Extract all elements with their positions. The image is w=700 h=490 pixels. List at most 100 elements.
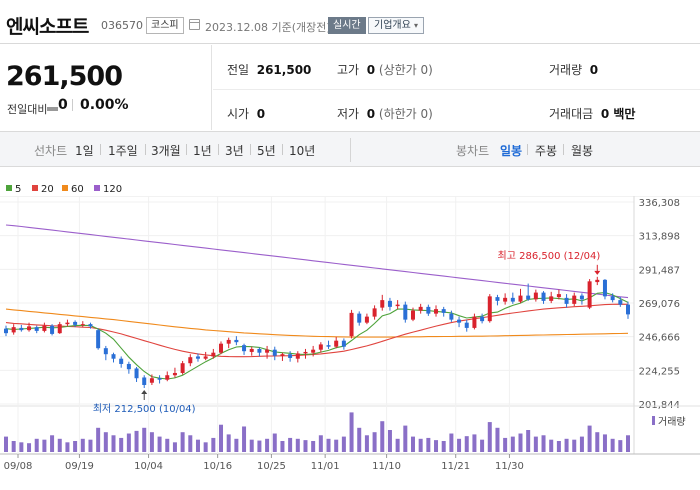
candle-body — [472, 316, 477, 328]
candle-body — [549, 296, 554, 301]
volume-bar — [280, 441, 285, 452]
volume-bar — [34, 438, 39, 452]
candle-body — [403, 304, 408, 320]
volume-bar — [434, 440, 439, 452]
stat-prev: 전일 261,500 — [227, 61, 311, 78]
stat-volume-value: 0 — [589, 63, 599, 77]
volume-bar — [111, 435, 116, 452]
candle-body — [526, 295, 531, 300]
stat-high-value: 0 — [366, 63, 376, 77]
tab-daily-candle[interactable]: 일봉 — [500, 144, 523, 158]
candle-body — [495, 297, 500, 301]
volume-bar — [457, 438, 462, 452]
legend-ma60: 60 — [62, 184, 84, 195]
candle-body — [541, 292, 546, 301]
company-overview-dropdown[interactable]: 기업개요 ▾ — [368, 17, 425, 34]
legend-ma20: 20 — [32, 184, 54, 195]
tab-separator — [563, 144, 564, 155]
volume-bar — [349, 412, 354, 452]
change-percent: 0.00% — [80, 97, 129, 113]
candle-body — [487, 296, 492, 322]
volume-bar — [203, 442, 208, 452]
candle-body — [610, 296, 615, 301]
volume-legend-swatch — [652, 416, 655, 425]
low-annotation: 최저 212,500 (10/04) — [93, 403, 196, 415]
candle-body — [126, 363, 131, 370]
volume-bar — [249, 439, 254, 452]
legend-label: 20 — [41, 184, 54, 195]
volume-bar — [57, 438, 62, 452]
volume-bar — [387, 430, 392, 452]
y-tick-label: 291,487 — [639, 265, 680, 276]
candle-body — [457, 319, 462, 323]
candle-body — [434, 309, 439, 314]
candle-body — [533, 292, 538, 300]
line-chart-title: 선차트 — [34, 144, 68, 158]
tab-1week[interactable]: 1주일 — [108, 144, 138, 158]
candlestick-chart[interactable]: 336,308 313,898 291,487 269,076 246,666 224,2… — [0, 196, 700, 490]
volume-bar — [403, 425, 408, 452]
stat-lower-limit: (하한가 0) — [378, 107, 433, 121]
candle-body — [272, 349, 277, 356]
candle-body — [626, 304, 630, 315]
candle-body — [149, 378, 154, 383]
volume-bar — [195, 439, 200, 452]
tab-separator — [218, 144, 219, 155]
volume-bar — [572, 439, 577, 452]
candle-body — [464, 322, 469, 328]
tab-3month[interactable]: 3개월 — [151, 144, 181, 158]
candle-body — [418, 306, 423, 311]
legend-label: 5 — [15, 184, 22, 195]
candle-body — [211, 352, 216, 357]
high-arrowhead-icon — [594, 270, 601, 275]
tab-weekly-candle[interactable]: 주봉 — [535, 144, 558, 158]
price-box: 261,500 전일대비 0 0.00% — [0, 45, 212, 130]
stock-name: 엔씨소프트 — [6, 16, 89, 38]
volume-bar — [27, 443, 32, 452]
stats-row-divider — [213, 89, 700, 90]
volume-bar — [126, 433, 131, 452]
legend-label: 60 — [71, 184, 84, 195]
tab-3year[interactable]: 3년 — [225, 144, 244, 158]
candle-body — [618, 300, 623, 305]
volume-bar — [219, 424, 224, 452]
tab-5year[interactable]: 5년 — [257, 144, 276, 158]
volume-bar — [103, 432, 108, 452]
y-tick-label: 336,308 — [639, 198, 680, 209]
ma20-line — [5, 303, 629, 358]
volume-bar — [4, 436, 8, 452]
tab-1year[interactable]: 1년 — [193, 144, 212, 158]
tab-monthly-candle[interactable]: 월봉 — [571, 144, 594, 158]
volume-bar — [157, 436, 162, 452]
tab-1day[interactable]: 1일 — [75, 144, 94, 158]
tabs-divider — [350, 138, 351, 162]
volume-bar — [42, 439, 47, 452]
candle-body — [357, 313, 362, 323]
stat-volume: 거래량 0 — [549, 61, 598, 78]
realtime-button[interactable]: 실시간 — [328, 17, 366, 34]
candle-body — [80, 324, 85, 326]
tab-separator — [100, 144, 101, 155]
tab-10year[interactable]: 10년 — [289, 144, 316, 158]
volume-bar — [610, 438, 615, 452]
candle-body — [134, 368, 139, 379]
volume-bar — [357, 427, 362, 452]
candle-body — [326, 345, 331, 347]
market-badge: 코스피 — [146, 17, 184, 34]
volume-bar — [19, 442, 24, 452]
volume-bar — [510, 436, 515, 452]
volume-bar — [418, 438, 423, 452]
candle-body — [364, 316, 369, 323]
candle-body — [372, 308, 377, 317]
legend-swatch — [94, 185, 100, 191]
y-tick-label: 246,666 — [639, 333, 680, 344]
candle-body — [579, 295, 584, 300]
tab-separator — [186, 144, 187, 155]
x-tick-label: 11/21 — [441, 461, 470, 472]
volume-bar — [11, 441, 16, 452]
volume-bar — [526, 430, 531, 452]
volume-bar — [380, 421, 385, 452]
stat-low: 저가 0 (하한가 0) — [337, 105, 433, 122]
candle-body — [441, 309, 446, 313]
candle-body — [572, 295, 577, 304]
